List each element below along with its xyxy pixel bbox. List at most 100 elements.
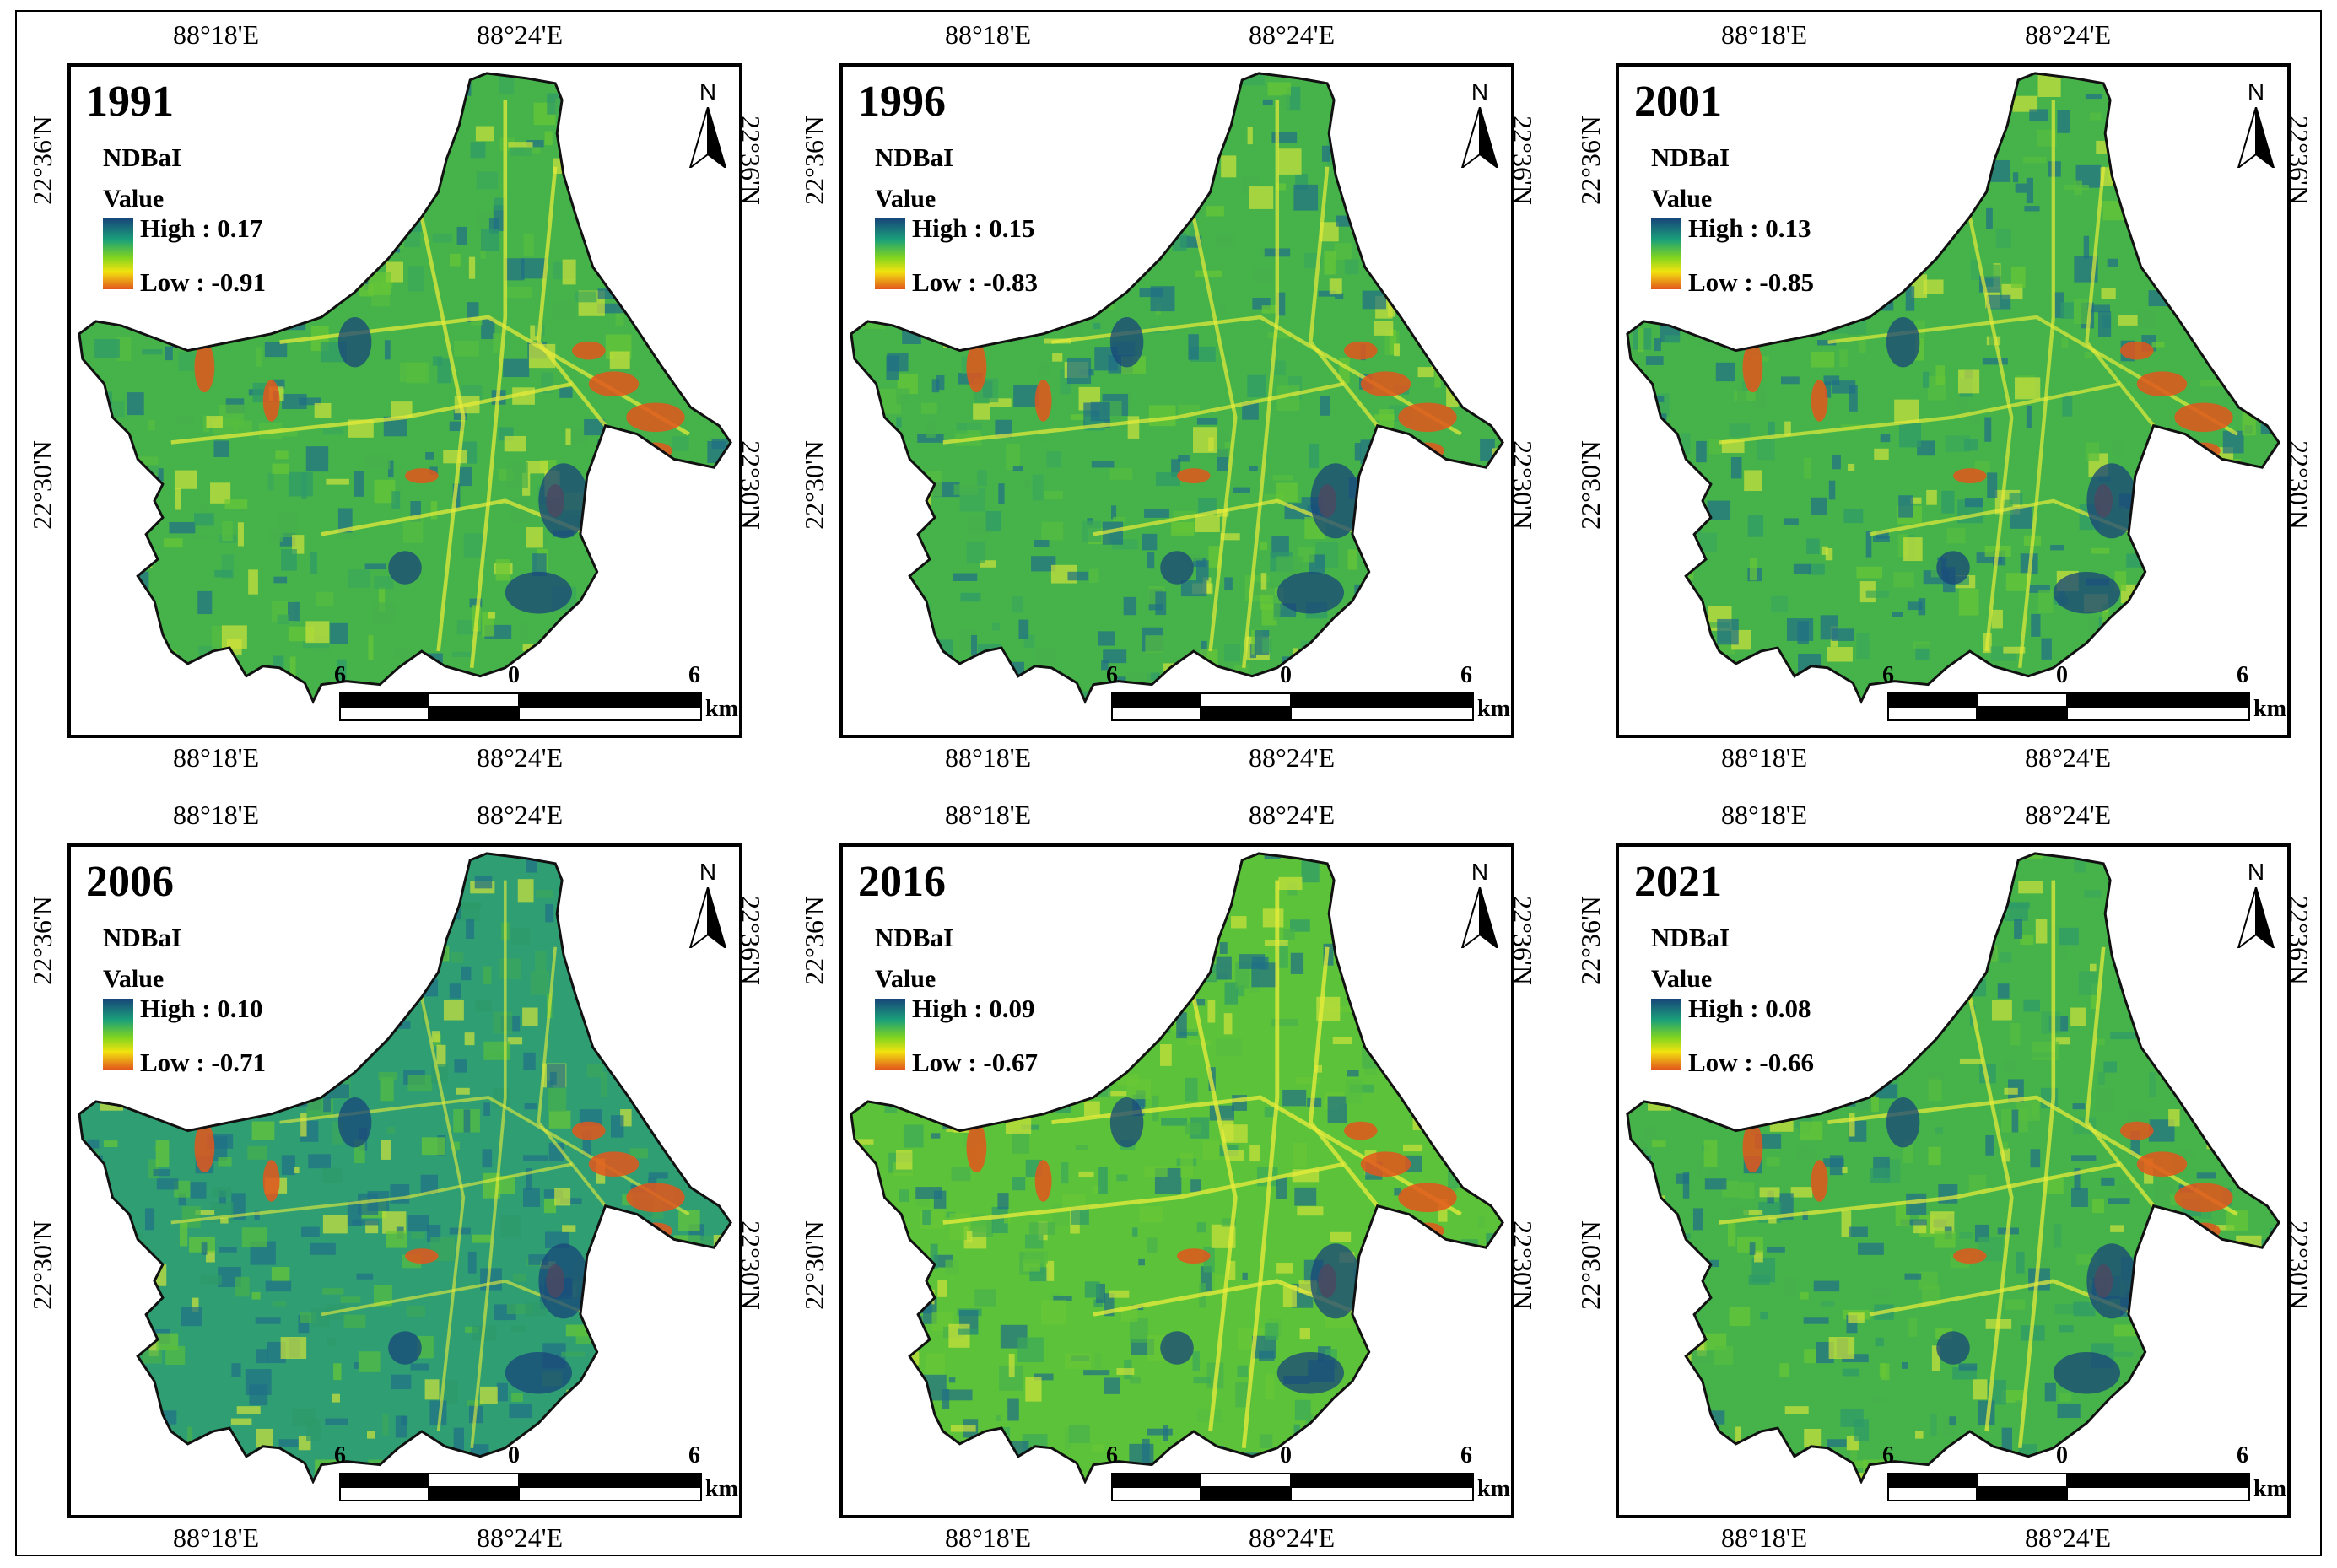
raster-cell	[2269, 1372, 2280, 1397]
raster-cell	[1417, 537, 1428, 555]
raster-cell	[1660, 1231, 1676, 1243]
raster-cell	[1698, 532, 1717, 552]
raster-cell	[337, 508, 353, 534]
raster-cell	[1820, 1301, 1835, 1307]
raster-cell	[1633, 597, 1653, 621]
raster-cell	[1180, 553, 1203, 562]
raster-cell	[2144, 158, 2161, 170]
raster-cell	[2192, 731, 2205, 735]
raster-cell	[1662, 1505, 1676, 1515]
raster-cell	[1653, 651, 1662, 670]
raster-cell	[215, 1468, 242, 1475]
raster-cell	[251, 1121, 275, 1140]
raster-cell	[1374, 414, 1395, 421]
raster-cell	[1374, 1378, 1395, 1392]
raster-cell	[1977, 922, 1988, 929]
raster-cell	[718, 1393, 731, 1414]
raster-cell	[959, 875, 974, 887]
raster-cell	[2005, 1299, 2026, 1310]
raster-cell	[2129, 954, 2149, 967]
raster-cell	[1776, 965, 1786, 985]
raster-cell	[1848, 463, 1855, 471]
raster-cell	[1848, 853, 1859, 870]
raster-cell	[895, 1150, 913, 1170]
raster-cell	[1759, 1187, 1780, 1198]
north-arrow-icon	[2237, 107, 2275, 168]
raster-cell	[994, 905, 1006, 925]
raster-cell	[1806, 538, 1820, 554]
scale-bar-graphic	[1111, 692, 1474, 721]
raster-cell	[1768, 1217, 1777, 1224]
raster-cell	[1838, 1507, 1856, 1515]
raster-cell	[1114, 995, 1125, 1019]
raster-cell	[2016, 1251, 2025, 1274]
raster-cell	[601, 583, 618, 598]
raster-cell	[1223, 1013, 1233, 1035]
raster-cell	[2012, 172, 2019, 183]
raster-cell	[1450, 1056, 1470, 1065]
raster-cell	[1379, 211, 1392, 224]
raster-cell	[535, 950, 547, 973]
raster-cell	[1037, 1462, 1056, 1482]
scale-label-left: 6	[334, 662, 346, 688]
raster-cell	[667, 1051, 680, 1061]
raster-cell	[1143, 935, 1168, 945]
raster-cell	[982, 139, 1002, 165]
raster-cell	[908, 1032, 935, 1043]
road-feature	[419, 216, 466, 652]
raster-cell	[664, 240, 690, 266]
raster-cell	[1917, 976, 1944, 988]
raster-cell	[411, 218, 423, 232]
road-feature	[2017, 880, 2056, 1449]
raster-cell	[1666, 1089, 1688, 1103]
raster-cell	[1885, 236, 1910, 251]
raster-cell	[368, 635, 374, 660]
raster-cell	[1984, 417, 1992, 442]
raster-cell	[1147, 1428, 1173, 1436]
raster-cell	[272, 1301, 287, 1307]
lon-label-top-2: 88°24'E	[2025, 19, 2112, 50]
raster-cell	[2226, 536, 2236, 553]
raster-cell	[2173, 929, 2197, 953]
raster-cell	[1649, 461, 1662, 470]
raster-cell	[2015, 183, 2027, 193]
raster-cell	[1906, 1193, 1927, 1215]
raster-cell	[431, 1031, 440, 1043]
raster-cell	[499, 958, 521, 979]
legend-value-label: Value	[103, 185, 165, 213]
legend-color-ramp	[103, 218, 133, 289]
raster-cell	[175, 414, 195, 426]
raster-cell	[420, 1174, 438, 1194]
raster-cell	[629, 237, 642, 256]
raster-cell	[1697, 1336, 1707, 1357]
raster-cell	[2285, 467, 2287, 475]
raster-cell	[1301, 859, 1320, 883]
raster-cell	[648, 1234, 662, 1259]
road-feature	[469, 100, 508, 669]
raster-cell	[469, 598, 483, 608]
raster-cell	[107, 1490, 123, 1501]
raster-cell	[1472, 610, 1481, 619]
raster-cell	[2098, 311, 2112, 337]
raster-cell	[931, 379, 940, 393]
raster-cell	[581, 896, 605, 919]
raster-cell	[308, 1154, 332, 1169]
raster-cell	[347, 866, 364, 890]
raster-cell	[700, 229, 711, 244]
raster-cell	[1061, 1162, 1069, 1184]
raster-cell	[1830, 854, 1849, 876]
raster-cell	[1429, 87, 1436, 94]
raster-cell	[2089, 963, 2097, 972]
raster-cell	[1036, 1490, 1053, 1508]
raster-cell	[2256, 313, 2280, 339]
raster-cell	[1046, 1260, 1055, 1281]
raster-cell	[2252, 637, 2273, 651]
raster-cell	[2113, 73, 2127, 97]
raster-cell	[2001, 1390, 2024, 1403]
raster-cell	[174, 470, 197, 489]
raster-cell	[1276, 941, 1288, 968]
raster-cell	[734, 370, 739, 395]
low-index-patch	[2120, 341, 2154, 360]
raster-cell	[1945, 435, 1971, 452]
study-area-boundary	[1626, 852, 2280, 1484]
